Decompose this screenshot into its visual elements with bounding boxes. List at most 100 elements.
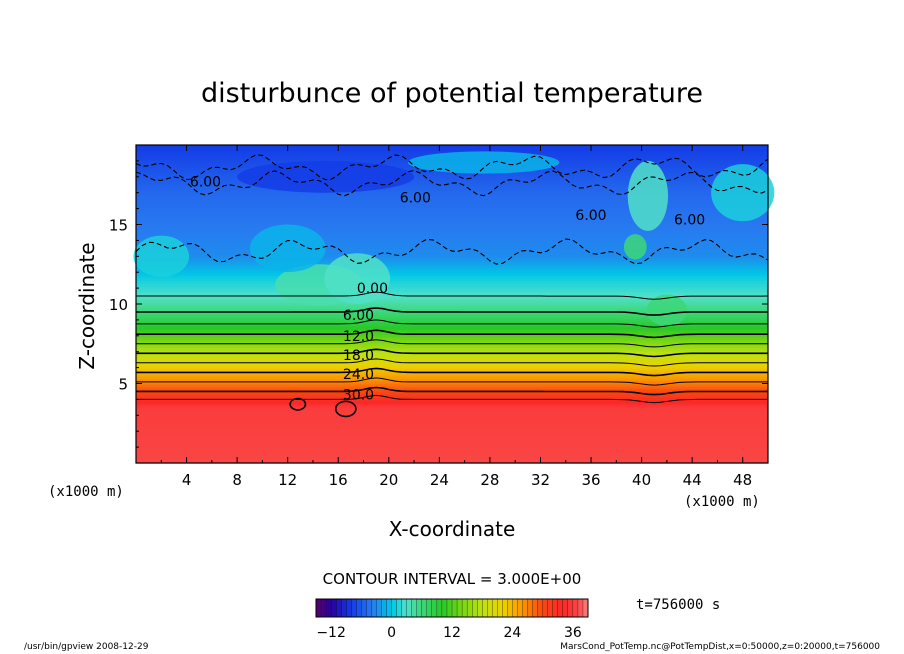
field-band bbox=[136, 213, 768, 216]
colorbar-swatch bbox=[522, 598, 529, 618]
colorbar-swatch bbox=[507, 598, 513, 618]
colorbar-swatch bbox=[582, 598, 589, 618]
field-band bbox=[136, 305, 768, 308]
field-band bbox=[136, 226, 768, 229]
field-band bbox=[136, 173, 768, 176]
field-band bbox=[136, 289, 768, 292]
field-band bbox=[136, 278, 768, 281]
field-band bbox=[136, 318, 768, 321]
x-unit-right: (x1000 m) bbox=[684, 494, 760, 510]
colorbar-swatch bbox=[330, 598, 337, 618]
colorbar-swatch bbox=[517, 598, 523, 618]
field-band bbox=[136, 246, 768, 249]
field-band bbox=[136, 281, 768, 284]
field-band bbox=[136, 192, 768, 195]
field-band bbox=[136, 364, 768, 367]
field-band bbox=[136, 435, 768, 439]
field-band bbox=[136, 354, 768, 358]
field-band bbox=[136, 316, 768, 319]
field-band bbox=[136, 428, 768, 431]
field-band bbox=[136, 259, 768, 262]
field-band bbox=[136, 232, 768, 235]
field-band bbox=[136, 227, 768, 230]
colorbar-swatch bbox=[315, 598, 322, 618]
field-band bbox=[136, 280, 768, 283]
x-ticks: 4 8 12 16 20 24 28 32 36 40 44 48 bbox=[160, 145, 752, 489]
field-band bbox=[136, 404, 768, 407]
contour-line bbox=[136, 291, 769, 300]
colorbar-swatch bbox=[552, 598, 559, 618]
colorbar-swatch bbox=[356, 598, 362, 618]
field-band bbox=[136, 399, 768, 402]
colorbar-swatch bbox=[406, 598, 413, 618]
contour-label: 6.00 bbox=[674, 213, 705, 229]
x-tick-label: 44 bbox=[683, 471, 702, 489]
field-band bbox=[136, 187, 768, 191]
field-band bbox=[136, 311, 768, 315]
field-band bbox=[136, 264, 768, 267]
contour-label: 18.0 bbox=[343, 348, 374, 364]
field-band bbox=[136, 416, 768, 420]
field-band bbox=[136, 175, 768, 178]
field-band bbox=[136, 145, 768, 148]
contour-line bbox=[136, 307, 768, 316]
field-band bbox=[136, 257, 768, 261]
field-band bbox=[136, 240, 768, 243]
field-feature bbox=[237, 160, 415, 193]
field-band bbox=[136, 304, 768, 307]
field-band bbox=[136, 230, 768, 234]
field-band bbox=[136, 335, 768, 338]
x-tick-label: 16 bbox=[329, 471, 348, 489]
field-band bbox=[136, 383, 768, 386]
field-band bbox=[136, 350, 768, 353]
field-band bbox=[136, 388, 768, 391]
field-band bbox=[136, 367, 768, 370]
contour-line-dashed bbox=[135, 238, 769, 265]
field-feature bbox=[249, 224, 326, 273]
field-band bbox=[136, 197, 768, 200]
contour-label: 12.0 bbox=[343, 329, 374, 345]
field-band bbox=[136, 253, 768, 256]
field-band bbox=[136, 275, 768, 278]
y-tick-label: 15 bbox=[109, 217, 128, 235]
field-band bbox=[136, 456, 768, 459]
field-band bbox=[136, 396, 768, 399]
colorbar-swatch bbox=[381, 598, 387, 618]
field-band bbox=[136, 459, 768, 463]
field-band bbox=[136, 183, 768, 186]
x-tick-label: 12 bbox=[278, 471, 297, 489]
field-band bbox=[136, 381, 768, 385]
field-band bbox=[136, 326, 768, 329]
contour-labels: 6.00 6.00 6.00 6.00 0.00 6.00 12.0 18.0 24.0 30.0 bbox=[190, 175, 705, 404]
x-unit-left: (x1000 m) bbox=[48, 484, 124, 500]
colorbar-tick-label: 0 bbox=[387, 625, 396, 641]
field-band bbox=[136, 369, 768, 372]
colorbar-swatch bbox=[537, 598, 544, 618]
field-band bbox=[136, 288, 768, 291]
colorbar-swatch bbox=[376, 598, 382, 618]
field-band bbox=[136, 237, 768, 240]
contour-loop bbox=[289, 397, 307, 411]
field-band bbox=[136, 321, 768, 324]
contour-line bbox=[136, 329, 768, 339]
field-band bbox=[136, 420, 768, 423]
field-band bbox=[136, 207, 768, 210]
field-band bbox=[136, 334, 768, 337]
field-band bbox=[136, 210, 768, 213]
field-band bbox=[136, 254, 768, 257]
field-band bbox=[136, 458, 768, 461]
x-tick-label: 4 bbox=[182, 471, 192, 489]
field-band bbox=[136, 184, 768, 187]
field-band bbox=[136, 439, 768, 442]
colorbar-swatch bbox=[346, 598, 352, 618]
field-band bbox=[136, 319, 768, 323]
field-band bbox=[136, 327, 768, 331]
colorbar-swatch bbox=[351, 598, 357, 618]
field-band bbox=[136, 262, 768, 265]
colorbar-swatch bbox=[477, 598, 483, 618]
colorbar-swatch bbox=[497, 598, 503, 618]
field-band bbox=[136, 346, 768, 350]
y-tick-label: 10 bbox=[109, 296, 128, 314]
field-band bbox=[136, 413, 768, 416]
contour-line-dashed bbox=[135, 169, 769, 197]
